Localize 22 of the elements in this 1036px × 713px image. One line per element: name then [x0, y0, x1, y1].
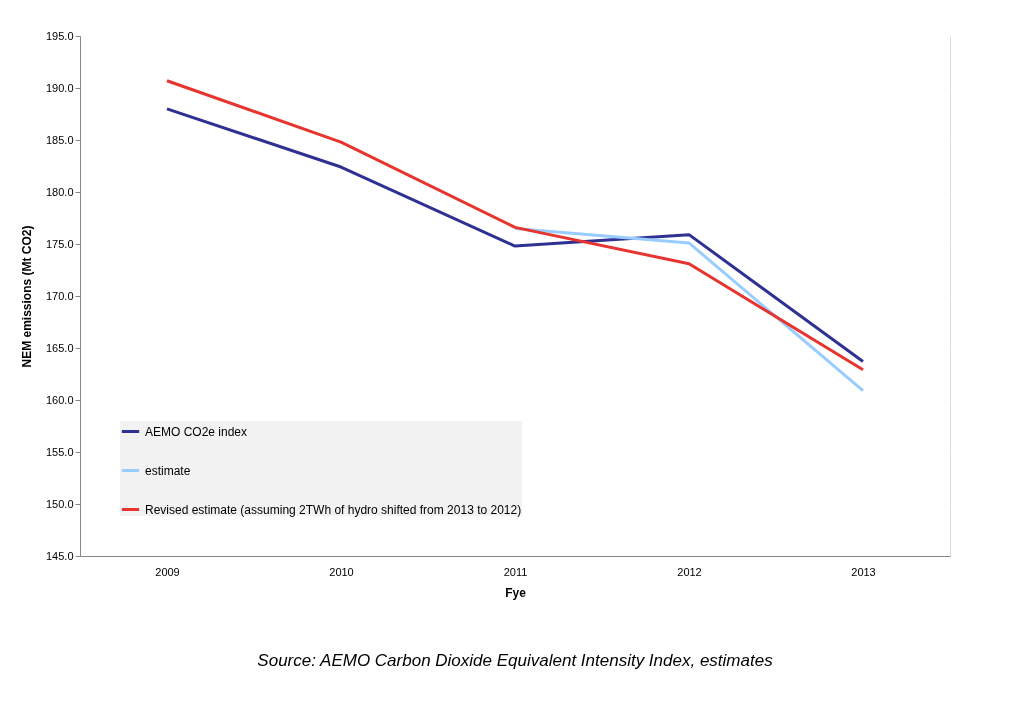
y-tick-label: 170.0 [45, 289, 74, 302]
y-tick-label: 165.0 [45, 341, 74, 354]
x-tick-label: 2010 [329, 565, 354, 578]
x-axis-title: Fye [505, 585, 527, 600]
x-tick-label: 2011 [503, 565, 528, 578]
y-tick-label: 175.0 [45, 237, 74, 250]
legend-label: estimate [145, 463, 191, 478]
x-tick-label: 2013 [851, 565, 876, 578]
y-axis-title: NEM emissions (Mt CO2) [19, 225, 34, 368]
legend-label: Revised estimate (assuming 2TWh of hydro shifted from 2013 to 2012) [145, 502, 522, 517]
x-tick-label: 2012 [677, 565, 702, 578]
legend-label: AEMO CO2e index [145, 424, 248, 439]
y-tick-label: 195.0 [45, 29, 74, 42]
y-tick-label: 145.0 [45, 549, 74, 562]
y-tick-label: 150.0 [45, 497, 74, 510]
y-tick-label: 160.0 [45, 393, 74, 406]
source-note: Source: AEMO Carbon Dioxide Equivalent Intensity Index, estimates [257, 651, 774, 670]
y-tick-label: 190.0 [45, 81, 74, 94]
x-tick-label: 2009 [155, 565, 180, 578]
y-tick-label: 155.0 [45, 445, 74, 458]
y-tick-label: 185.0 [45, 133, 74, 146]
y-tick-label: 180.0 [45, 185, 74, 198]
